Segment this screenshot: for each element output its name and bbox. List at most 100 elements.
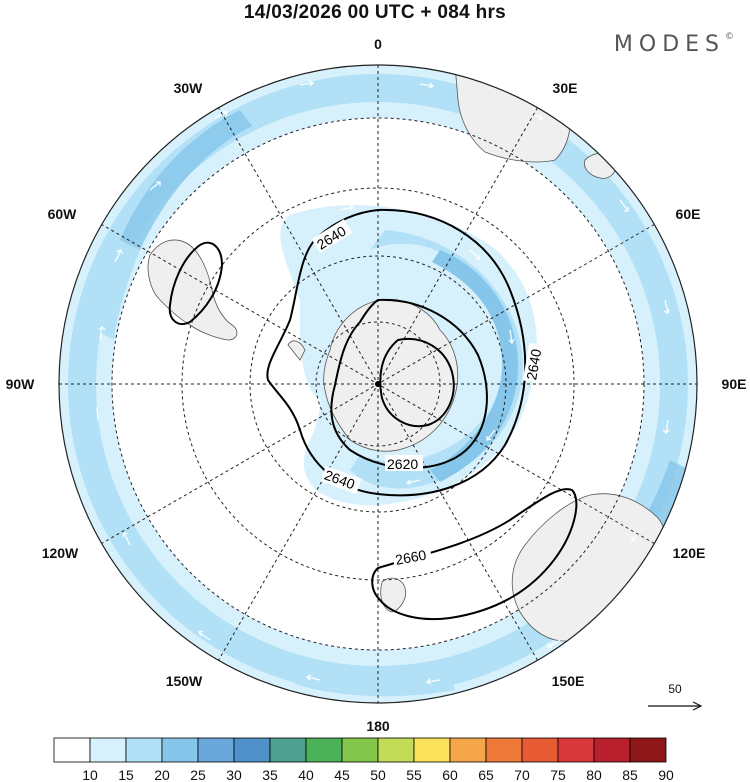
- wind-arrow: [98, 326, 106, 341]
- colorbar-swatch: [89, 737, 127, 763]
- colorbar-swatch: [485, 737, 523, 763]
- wind-arrow: [339, 204, 355, 211]
- lon-label-30e: 30E: [553, 80, 578, 96]
- colorbar-tick-label: 15: [118, 767, 134, 782]
- colorbar-tick-label: 55: [406, 767, 422, 782]
- colorbar-swatch: [305, 737, 343, 763]
- colorbar-tick-label: 85: [622, 767, 638, 782]
- lon-label-120w: 120W: [42, 545, 79, 561]
- colorbar-tick-label: 30: [226, 767, 242, 782]
- wind-arrow: [122, 532, 131, 546]
- colorbar-ticks: 10 15 20 25 30 35 40 45 50 55 60 65 70 75 80 85 90: [82, 767, 674, 782]
- colorbar-swatch: [413, 737, 451, 763]
- contour-2620: [330, 298, 488, 469]
- wind-arrow: [419, 82, 435, 89]
- contour-label-bg: [311, 219, 353, 253]
- lon-label-180: 180: [366, 718, 390, 734]
- contour-cutoff-low: [168, 241, 224, 325]
- polar-jet-core: [430, 250, 519, 482]
- contour-label-bg: [522, 342, 546, 384]
- south-pole-marker: [375, 381, 381, 387]
- colorbar-tick-label: 80: [586, 767, 602, 782]
- colorbar-swatch: [53, 737, 91, 763]
- wind-arrow: [469, 249, 481, 260]
- colorbar-swatch: [161, 737, 199, 763]
- wind-arrow: [198, 630, 211, 641]
- wind-arrow: [96, 406, 99, 421]
- lon-label-150w: 150W: [166, 673, 203, 689]
- polar-jet-mid: [350, 230, 523, 489]
- wind-arrow: [299, 80, 315, 87]
- colorbar-tick-label: 45: [334, 767, 350, 782]
- contour-label-bg: [385, 455, 423, 471]
- jet-core-sw: [120, 110, 252, 250]
- wind-arrow: [114, 249, 123, 263]
- contour-label-2640-e: 2640: [523, 347, 544, 381]
- contour-label-bg: [391, 544, 433, 568]
- contour-label-2620: 2620: [387, 456, 418, 472]
- wind-arrow: [214, 110, 228, 119]
- colorbar: 10 15 20 25 30 35 40 45 50 55 60 65 70 75 80 85 90: [53, 737, 674, 782]
- colorbar-tick-label: 90: [658, 767, 674, 782]
- colorbar-boxes: [53, 737, 667, 763]
- map-border: [58, 64, 698, 704]
- wind-arrow: [405, 479, 421, 485]
- wind-arrow: [547, 639, 561, 648]
- colorbar-tick-label: 10: [82, 767, 98, 782]
- lon-label-90w: 90W: [6, 376, 36, 392]
- colorbar-swatch: [629, 737, 667, 763]
- wind-arrow: [305, 674, 321, 681]
- contour-label-2660: 2660: [394, 547, 428, 568]
- colorbar-swatch: [593, 737, 631, 763]
- wind-arrow: [662, 419, 670, 434]
- colorbar-tick-label: 60: [442, 767, 458, 782]
- latitude-circle: [181, 187, 575, 581]
- wind-arrow: [619, 199, 629, 212]
- colorbar-swatch: [197, 737, 235, 763]
- colorbar-swatch: [521, 737, 559, 763]
- contour-inner: [379, 337, 455, 428]
- colorbar-tick-label: 40: [298, 767, 314, 782]
- lon-label-0: 0: [374, 36, 382, 52]
- wind-vectors: [96, 80, 670, 685]
- colorbar-swatch: [341, 737, 379, 763]
- contour-label-bg: [320, 465, 362, 495]
- brand-mark: ©: [725, 32, 734, 42]
- wind-arrow: [663, 299, 670, 314]
- colorbar-swatch: [269, 737, 307, 763]
- wind-arrow: [508, 329, 515, 345]
- south-america: [147, 239, 238, 341]
- colorbar-tick-label: 70: [514, 767, 530, 782]
- lon-label-60e: 60E: [676, 206, 701, 222]
- colorbar-tick-label: 25: [190, 767, 206, 782]
- colorbar-swatch: [377, 737, 415, 763]
- lon-label-60w: 60W: [48, 206, 78, 222]
- colorbar-tick-label: 20: [154, 767, 170, 782]
- reference-vector: 50: [648, 682, 703, 711]
- map-title: 14/03/2026 00 UTC + 084 hrs: [243, 2, 507, 23]
- colorbar-tick-label: 35: [262, 767, 278, 782]
- wind-arrow: [631, 529, 641, 542]
- wind-arrow: [529, 111, 543, 121]
- reference-vector-head: [692, 701, 703, 711]
- lon-label-90e: 90E: [722, 376, 747, 392]
- colorbar-swatch: [557, 737, 595, 763]
- colorbar-tick-label: 65: [478, 767, 494, 782]
- lon-label-120e: 120E: [673, 545, 706, 561]
- brand-text: MODES: [613, 32, 725, 57]
- colorbar-swatch: [449, 737, 487, 763]
- wind-arrow: [425, 678, 441, 685]
- jet-core-s: [295, 665, 455, 697]
- jet-core-w: [95, 240, 140, 340]
- polar-map: 2640 2640 2640 2620 2660 0 30E 60E 90E 1…: [6, 36, 747, 734]
- colorbar-swatch: [233, 737, 271, 763]
- wind-arrow: [149, 181, 161, 191]
- contour-2660: [371, 488, 578, 621]
- wind-arrow: [486, 429, 496, 441]
- colorbar-swatch: [125, 737, 163, 763]
- lon-label-150e: 150E: [552, 673, 585, 689]
- colorbar-tick-label: 75: [550, 767, 566, 782]
- modes-logo: MODES©: [614, 32, 734, 57]
- colorbar-tick-label: 50: [370, 767, 386, 782]
- lon-label-30w: 30W: [174, 80, 204, 96]
